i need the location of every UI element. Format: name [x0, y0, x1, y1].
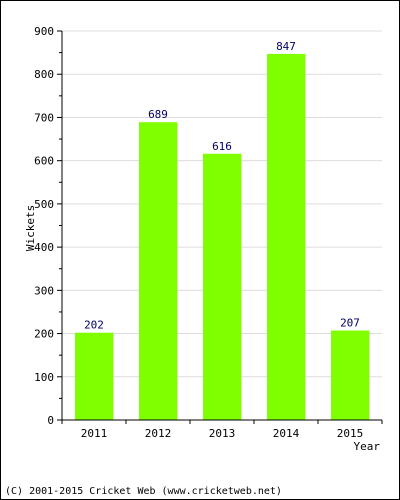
x-tick-label-2015: 2015 — [337, 427, 364, 440]
y-tick-label: 700 — [34, 111, 54, 124]
y-tick-label: 200 — [34, 328, 54, 341]
bar-2014 — [266, 53, 306, 420]
axes: 0 100 200 300 400 500 600 700 800 900 2011 2012 2013… — [34, 25, 383, 440]
x-tick-label-2011: 2011 — [81, 427, 108, 440]
x-axis-title: Year — [354, 440, 381, 453]
copyright-credit: (C) 2001-2015 Cricket Web (www.cricketwe… — [5, 486, 282, 497]
y-tick-label: 800 — [34, 68, 54, 81]
value-labels: 202 689 616 847 207 — [84, 40, 360, 332]
bar-chart: 202 689 616 847 207 0 100 200 300 400 500 600 700 80… — [24, 25, 383, 453]
y-tick-label: 400 — [34, 241, 54, 254]
bar-2011 — [74, 332, 114, 420]
y-tick-label: 0 — [47, 414, 54, 427]
value-label-2012: 689 — [148, 108, 168, 121]
y-tick-label: 900 — [34, 25, 54, 38]
bar-2013 — [202, 153, 242, 421]
value-label-2011: 202 — [84, 319, 104, 332]
bar-2015 — [330, 330, 370, 420]
bar-2012 — [138, 122, 178, 421]
x-tick-label-2014: 2014 — [273, 427, 300, 440]
y-tick-label: 500 — [34, 198, 54, 211]
y-axis-title: Wickets — [24, 205, 37, 251]
bars — [74, 53, 370, 421]
x-tick-label-2012: 2012 — [145, 427, 172, 440]
y-tick-label: 600 — [34, 155, 54, 168]
y-tick-label: 100 — [34, 371, 54, 384]
x-tick-label-2013: 2013 — [209, 427, 236, 440]
y-tick-label: 300 — [34, 284, 54, 297]
value-label-2014: 847 — [276, 40, 296, 53]
value-label-2015: 207 — [340, 317, 360, 330]
value-label-2013: 616 — [212, 140, 232, 153]
